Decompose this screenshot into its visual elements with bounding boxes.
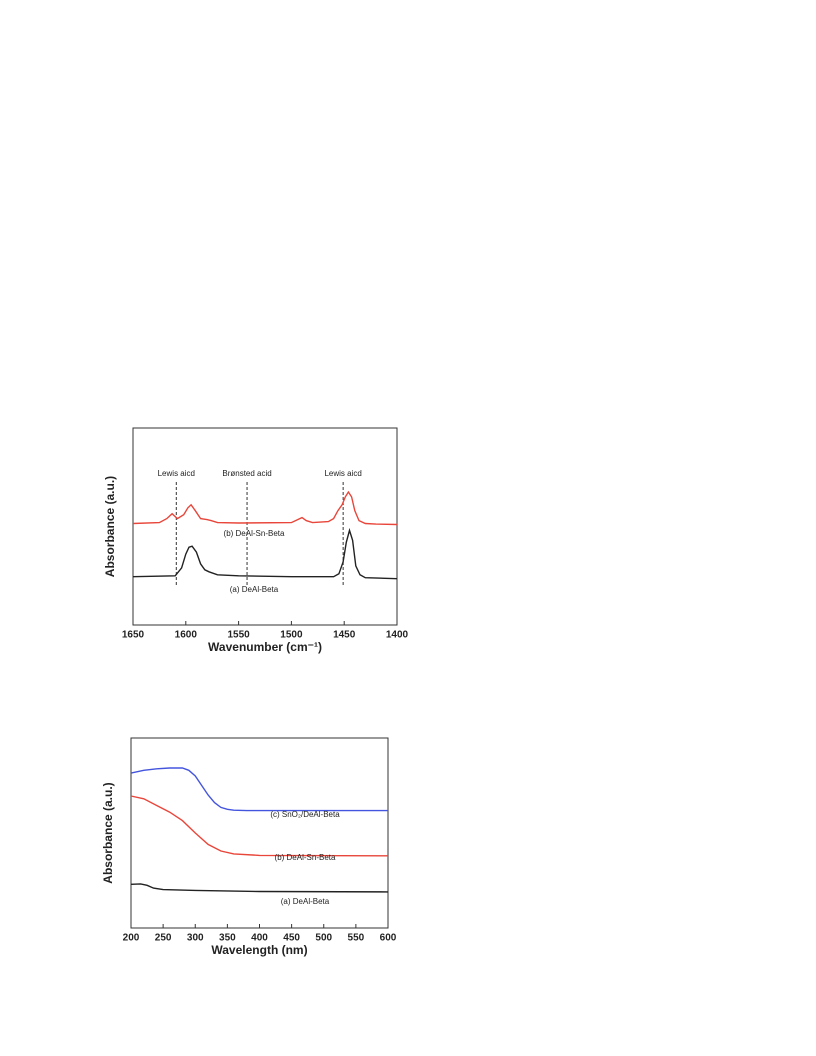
x-tick-label: 350 <box>219 933 236 944</box>
x-tick-label: 1500 <box>280 630 303 641</box>
x-tick-label: 1400 <box>386 630 409 641</box>
x-tick-label: 1450 <box>333 630 356 641</box>
series-label: (a) DeAl-Beta <box>281 897 330 906</box>
series-label: (a) DeAl-Beta <box>230 585 279 594</box>
series-label: (c) SnO₂/DeAl-Beta <box>270 810 340 819</box>
x-tick-label: 1600 <box>175 630 198 641</box>
series-label: (b) DeAl-Sn-Beta <box>224 529 285 538</box>
plot-frame <box>132 427 398 626</box>
x-tick-label: 500 <box>315 933 332 944</box>
x-axis-title: Wavenumber (cm⁻¹) <box>208 640 322 654</box>
x-tick-label: 1550 <box>227 630 250 641</box>
series-line <box>130 795 389 857</box>
x-tick-label: 550 <box>348 933 365 944</box>
annotation: Lewis aicd <box>158 469 195 478</box>
plot-frame <box>130 737 389 929</box>
series-line <box>132 527 398 580</box>
annotation: Lewis aicd <box>324 469 361 478</box>
x-tick-label: 200 <box>123 933 140 944</box>
y-axis-title: Absorbance (a.u.) <box>101 782 115 883</box>
series-line <box>132 490 398 526</box>
x-tick-label: 450 <box>283 933 300 944</box>
x-tick-label: 1650 <box>122 630 145 641</box>
x-tick-label: 600 <box>380 933 397 944</box>
series-label: (b) DeAl-Sn-Beta <box>275 853 336 862</box>
series-line <box>130 883 389 893</box>
x-axis-title: Wavelength (nm) <box>211 943 307 957</box>
annotation: Brønsted acid <box>222 469 271 478</box>
x-tick-label: 400 <box>251 933 268 944</box>
x-tick-label: 250 <box>155 933 172 944</box>
y-axis-title: Absorbance (a.u.) <box>103 476 117 577</box>
x-tick-label: 300 <box>187 933 204 944</box>
series-line <box>130 767 388 812</box>
